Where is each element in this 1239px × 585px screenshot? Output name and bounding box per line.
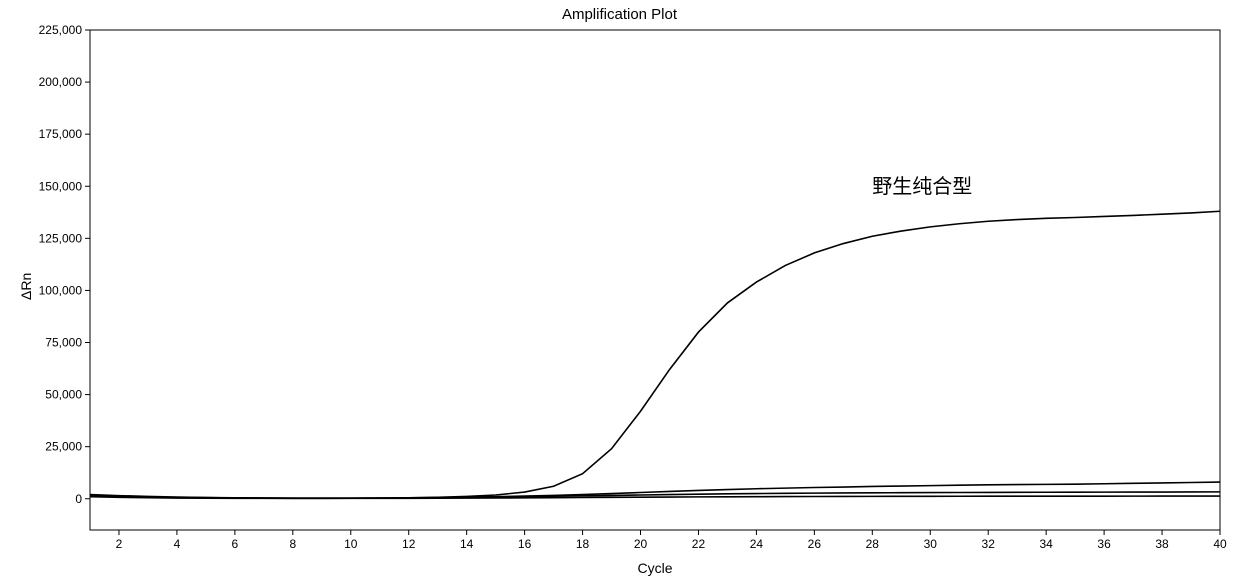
svg-text:18: 18 xyxy=(576,537,590,551)
svg-text:22: 22 xyxy=(692,537,706,551)
series-annotation: 野生纯合型 xyxy=(872,170,972,199)
svg-text:4: 4 xyxy=(174,537,181,551)
y-axis-label: ΔRn xyxy=(18,273,34,300)
svg-text:26: 26 xyxy=(808,537,822,551)
svg-text:32: 32 xyxy=(982,537,996,551)
svg-text:100,000: 100,000 xyxy=(39,283,83,297)
amplification-plot: Amplification Plot ΔRn Cycle 野生纯合型 0 25,0… xyxy=(0,0,1239,585)
svg-text:175,000: 175,000 xyxy=(39,127,83,141)
svg-text:24: 24 xyxy=(750,537,764,551)
svg-text:28: 28 xyxy=(866,537,880,551)
svg-text:200,000: 200,000 xyxy=(39,75,83,89)
svg-text:12: 12 xyxy=(402,537,416,551)
svg-text:10: 10 xyxy=(344,537,358,551)
chart-canvas: 0 25,000 50,000 75,000 100,000 125,000 150,000… xyxy=(0,0,1239,585)
svg-text:0: 0 xyxy=(75,492,82,506)
svg-text:30: 30 xyxy=(924,537,938,551)
svg-text:150,000: 150,000 xyxy=(39,179,83,193)
svg-text:75,000: 75,000 xyxy=(45,336,82,350)
svg-text:36: 36 xyxy=(1097,537,1111,551)
chart-title: Amplification Plot xyxy=(0,6,1239,23)
svg-text:34: 34 xyxy=(1039,537,1053,551)
series-wild-homozygous xyxy=(90,211,1220,498)
svg-text:8: 8 xyxy=(289,537,296,551)
svg-text:2: 2 xyxy=(116,537,123,551)
svg-text:14: 14 xyxy=(460,537,474,551)
svg-text:125,000: 125,000 xyxy=(39,231,83,245)
svg-text:6: 6 xyxy=(232,537,239,551)
svg-text:40: 40 xyxy=(1213,537,1227,551)
x-axis-label: Cycle xyxy=(90,560,1220,576)
svg-text:16: 16 xyxy=(518,537,532,551)
svg-text:225,000: 225,000 xyxy=(39,23,83,37)
svg-text:25,000: 25,000 xyxy=(45,440,82,454)
svg-text:20: 20 xyxy=(634,537,648,551)
svg-text:38: 38 xyxy=(1155,537,1169,551)
svg-text:50,000: 50,000 xyxy=(45,388,82,402)
